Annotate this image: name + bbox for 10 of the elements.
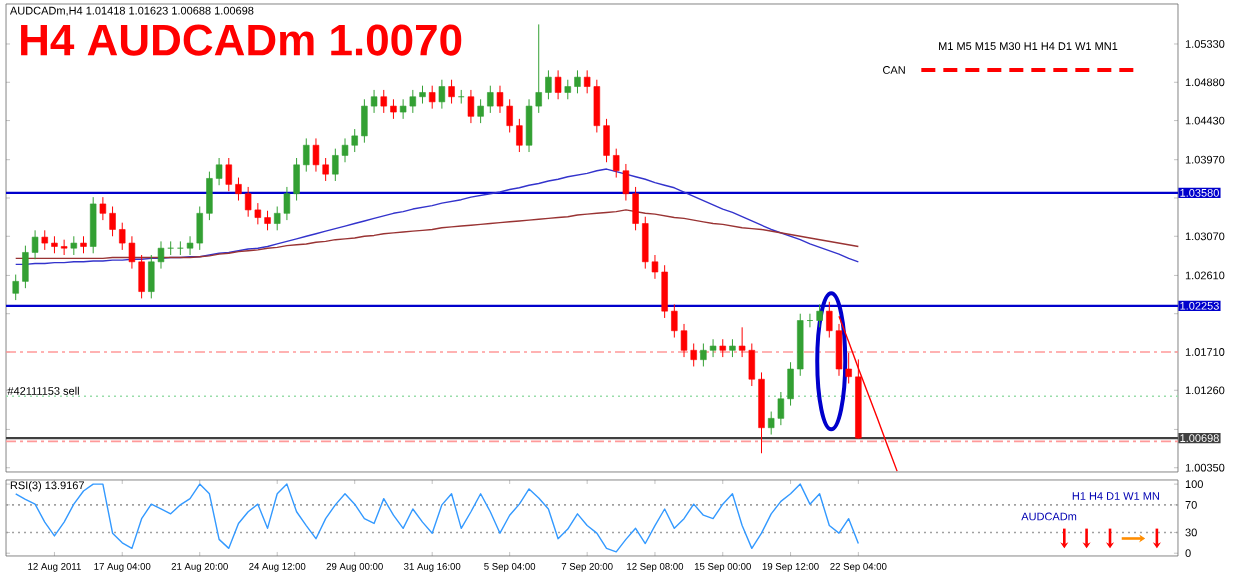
line-series	[15, 483, 860, 553]
candlestick	[448, 79, 455, 105]
candlestick	[89, 196, 97, 254]
candlestick	[554, 69, 562, 100]
candlestick	[438, 79, 446, 110]
candlestick	[70, 235, 78, 256]
candlestick	[467, 89, 475, 124]
chart-title: H4 AUDCADm 1.0070	[21, 24, 462, 56]
line-series	[838, 315, 898, 472]
candlestick	[428, 85, 436, 110]
